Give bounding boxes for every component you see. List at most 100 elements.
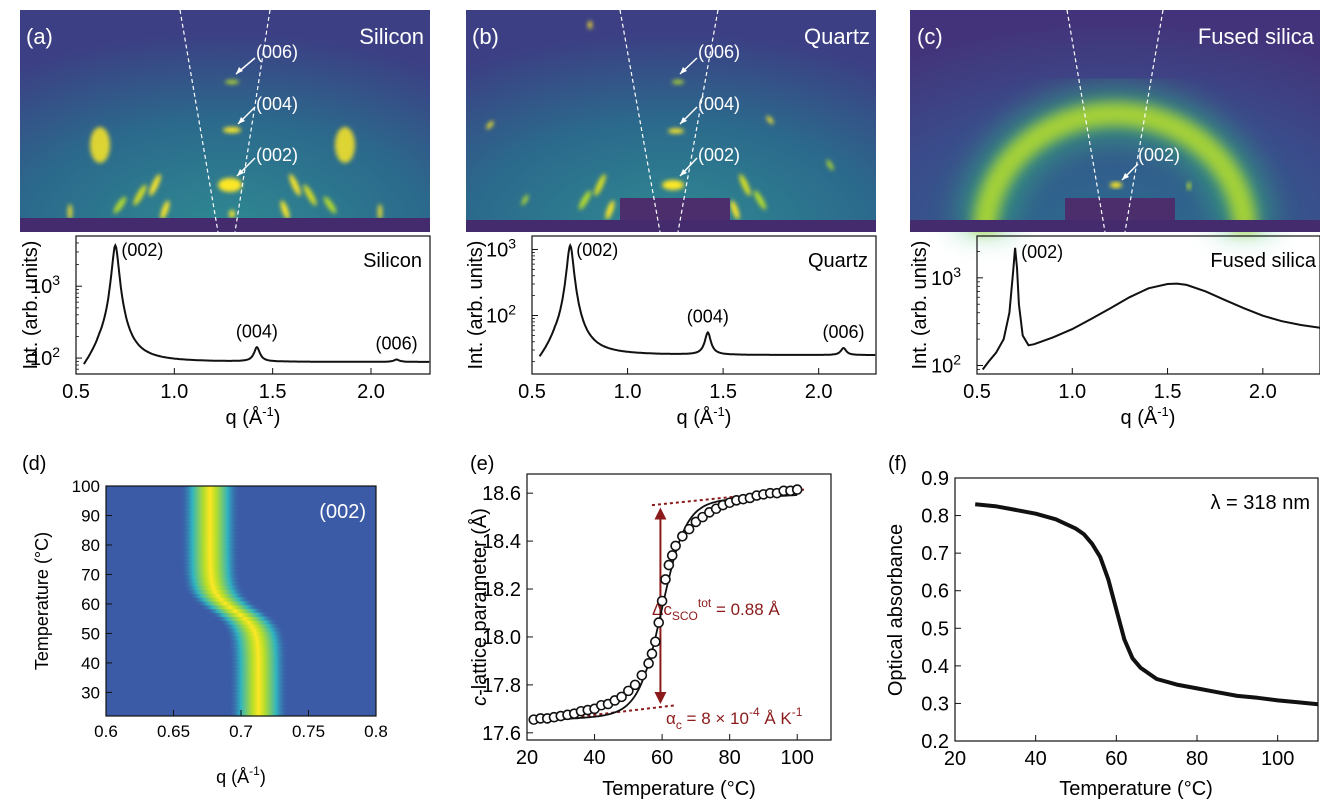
heatmap-cell: [180, 520, 240, 525]
x-axis-title-end: ): [725, 407, 732, 429]
panel-b-material: Quartz: [804, 24, 870, 49]
delta-sup: tot: [698, 596, 712, 610]
x-tick-label: 1.5: [259, 381, 287, 403]
panel-f-letter: (f): [888, 453, 907, 475]
y-axis-title: Int. (arb. units): [465, 241, 487, 370]
x-tick-label: 0.6: [94, 722, 118, 741]
heatmap-cell: [180, 516, 240, 522]
intensity-line: [538, 243, 876, 357]
x-tick-label: 100: [1261, 748, 1294, 770]
streak: [160, 200, 170, 220]
heatmap-cell: [191, 597, 251, 602]
y-tick-label: 103: [931, 264, 961, 290]
y-tick-base: 10: [486, 239, 508, 261]
data-point: [653, 617, 665, 628]
heatmap-cell: [180, 555, 240, 560]
heatmap-cell: [180, 493, 240, 499]
diffraction-spots: [486, 21, 834, 220]
streak: [113, 196, 127, 214]
heatmap-cell: [226, 635, 287, 640]
spot-004: [223, 127, 241, 133]
y-tick-exponent: 3: [52, 272, 60, 288]
peak-label: (004): [687, 307, 729, 327]
data-point: [660, 574, 671, 585]
heatmap-cell: [228, 670, 289, 675]
x-tick-label: 80: [719, 747, 741, 769]
heatmap-cell: [228, 647, 288, 652]
x-axis-title-end: ): [1169, 407, 1176, 429]
arrowhead: [680, 117, 687, 124]
x-tick-label: 0.5: [518, 381, 546, 403]
y-axis-title: Temperature (°C): [32, 532, 52, 670]
x-axis-title-main: q (Å: [677, 406, 714, 429]
x-axis-title-main: q (Å: [1121, 406, 1158, 429]
heatmap-cell: [180, 551, 240, 556]
y-tick-base: 10: [931, 268, 953, 290]
x-tick-label: 0.7: [229, 722, 253, 741]
streak: [594, 174, 606, 196]
heatmap-cell: [228, 696, 289, 702]
y-tick-label: 0.2: [921, 731, 949, 753]
heatmap-cell: [181, 578, 242, 583]
heatmap-cell: [205, 608, 265, 614]
streak: [753, 190, 767, 210]
x-axis-title: Temperature (°C): [1059, 778, 1213, 800]
heatmap-cell: [228, 685, 289, 690]
reflection-label: (002): [698, 145, 740, 165]
streak: [486, 120, 494, 130]
heatmap-cell: [228, 658, 289, 663]
plot-label: Silicon: [363, 250, 422, 272]
y-tick-label: 102: [30, 344, 60, 370]
y-tick-label: 17.8: [482, 675, 521, 697]
plot-frame: [976, 235, 1320, 375]
plot-frame: [75, 235, 431, 375]
heatmap-cell: [215, 616, 275, 621]
y-tick-exponent: 3: [953, 264, 961, 280]
x-tick-label: 1.0: [160, 381, 188, 403]
reflection-label: (004): [256, 94, 298, 114]
streak: [149, 174, 161, 196]
detector-background: [20, 10, 430, 232]
heatmap-cell: [228, 700, 289, 706]
y-tick-label: 60: [81, 595, 100, 614]
heatmap-cell: [180, 501, 240, 506]
heatmap-cell: [228, 654, 289, 660]
streak: [280, 200, 290, 220]
x-axis-title-end: ): [260, 767, 266, 787]
guide-line: [1066, 9, 1106, 233]
panel-b-detector-image: [466, 9, 876, 233]
data-point: [623, 685, 634, 697]
spot: [588, 21, 592, 29]
spot-006: [672, 80, 684, 84]
y-tick-label: 0.4: [921, 656, 949, 678]
y-tick-base: 10: [30, 276, 52, 298]
x-axis-title-end: ): [274, 407, 281, 429]
panel-b-reflection-labels: (006) (004) (002): [679, 42, 740, 177]
y-tick-label: 40: [81, 654, 100, 673]
heatmap-cell: [180, 562, 240, 568]
heatmap-cell: [228, 662, 289, 667]
guide-line: [677, 9, 719, 233]
heatmap-cell: [180, 547, 240, 552]
x-axis-title-sup: -1: [249, 764, 260, 778]
y-tick-base: 10: [486, 305, 508, 327]
x-tick-label: 1.5: [1154, 381, 1182, 403]
y-axis-title: Optical absorbance: [885, 524, 907, 696]
heatmap-ridge: [180, 486, 289, 717]
panel-a-detector-image: [20, 9, 430, 233]
panel-c-detector-image: [910, 9, 1320, 233]
panel-c-material: Fused silica: [1198, 24, 1315, 49]
heatmap-cell: [181, 574, 241, 579]
streak: [303, 184, 317, 206]
peak-label: (002): [121, 240, 163, 260]
heatmap-cell: [224, 627, 284, 633]
heatmap-cell: [180, 489, 240, 495]
streak: [605, 200, 615, 220]
reflection-label: (004): [698, 94, 740, 114]
y-tick-label: 0.6: [921, 581, 949, 603]
delta-sub: SCO: [672, 609, 698, 623]
heatmap-cell: [182, 581, 243, 587]
detector-background: [466, 10, 876, 232]
halo-ring: [973, 102, 1257, 233]
